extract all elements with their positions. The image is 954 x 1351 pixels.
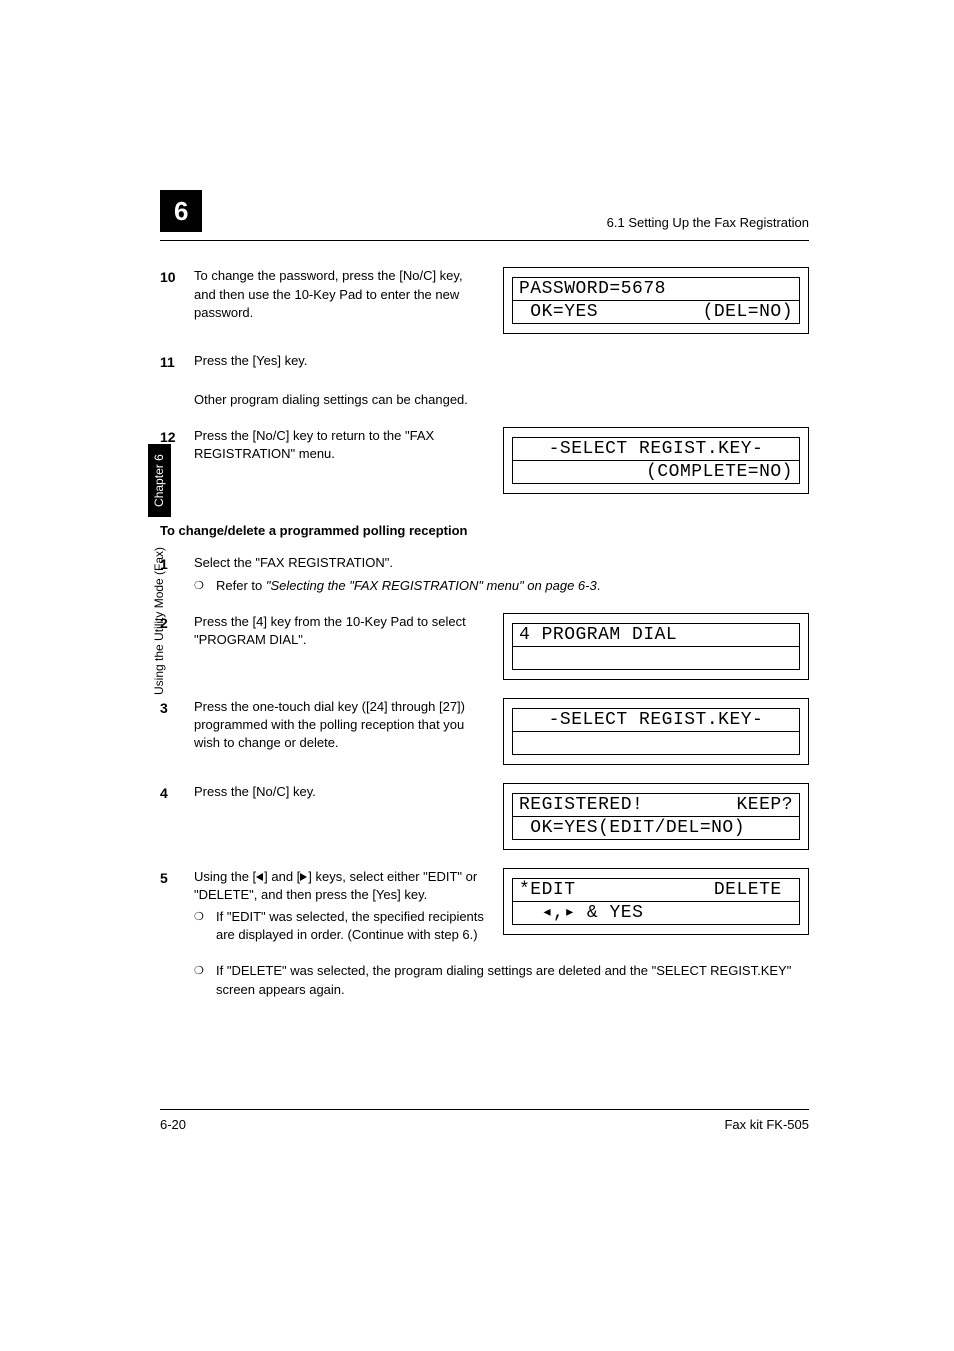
lcd-line1: -SELECT REGIST.KEY-: [549, 438, 764, 460]
step-11-sub: Other program dialing settings can be ch…: [160, 391, 809, 409]
page-header: 6 6.1 Setting Up the Fax Registration: [160, 190, 809, 232]
lcd-display: 4 PROGRAM DIAL: [503, 613, 809, 680]
section-heading: To change/delete a programmed polling re…: [160, 522, 809, 540]
left-arrow-icon: [256, 869, 264, 884]
step-text: Press the [4] key from the 10-Key Pad to…: [194, 613, 485, 649]
bullet-text: If "DELETE" was selected, the program di…: [216, 962, 809, 998]
lcd-display: -SELECT REGIST.KEY- (COMPLETE=NO): [503, 427, 809, 494]
lcd-display: -SELECT REGIST.KEY-: [503, 698, 809, 765]
side-tab: Using the Utility Mode (Fax) Chapter 6: [148, 444, 171, 695]
step-number: 11: [160, 352, 194, 373]
lcd-line2: [519, 647, 530, 669]
doc-title: Fax kit FK-505: [724, 1116, 809, 1134]
lcd-display: REGISTERED! KEEP? OK=YES(EDIT/DEL=NO): [503, 783, 809, 850]
step-text: Select the "FAX REGISTRATION".: [194, 554, 809, 572]
lcd-display: *EDIT DELETE ◂,▸ & YES: [503, 868, 809, 935]
step-text: Press the one-touch dial key ([24] throu…: [194, 698, 485, 753]
lcd-line2-left: OK=YES(EDIT/DEL=NO): [519, 817, 745, 839]
lcd-line1-left: PASSWORD=5678: [519, 278, 666, 300]
step-number: 10: [160, 267, 194, 334]
bullet-icon: ❍: [194, 962, 216, 998]
step-1: 1 Select the "FAX REGISTRATION". ❍ Refer…: [160, 554, 809, 594]
lcd-line1-left: *EDIT: [519, 879, 576, 901]
step-number: 4: [160, 783, 194, 850]
step-5: 5 Using the [] and [] keys, select eithe…: [160, 868, 809, 945]
lcd-line2: [519, 732, 530, 754]
step-4: 4 Press the [No/C] key. REGISTERED! KEEP…: [160, 783, 809, 850]
lcd-line1-right: KEEP?: [736, 794, 793, 816]
step-text: Press the [Yes] key.: [194, 352, 809, 370]
header-rule: [160, 240, 809, 241]
step-text: Press the [No/C] key.: [194, 783, 485, 801]
lcd-line1: -SELECT REGIST.KEY-: [549, 709, 764, 731]
step-2: 2 Press the [4] key from the 10-Key Pad …: [160, 613, 809, 680]
bullet-icon: ❍: [194, 577, 216, 595]
step-12: 12 Press the [No/C] key to return to the…: [160, 427, 809, 494]
step-5-bullet2-wrap: ❍ If "DELETE" was selected, the program …: [160, 962, 809, 998]
page-footer: 6-20 Fax kit FK-505: [160, 1109, 809, 1134]
step-text: Press the [No/C] key to return to the "F…: [194, 427, 485, 463]
lcd-line2: (COMPLETE=NO): [646, 461, 793, 483]
step-text: To change the password, press the [No/C]…: [194, 267, 485, 322]
lcd-line2-left: OK=YES: [519, 301, 598, 323]
chapter-number: 6: [160, 190, 202, 232]
lcd-line2-right: (DEL=NO): [703, 301, 793, 323]
bullet-text: If "EDIT" was selected, the specified re…: [216, 908, 485, 944]
lcd-display: PASSWORD=5678 OK=YES (DEL=NO): [503, 267, 809, 334]
step-11: 11 Press the [Yes] key.: [160, 352, 809, 373]
lcd-line1-left: REGISTERED!: [519, 794, 643, 816]
side-tab-chapter: Chapter 6: [148, 444, 171, 517]
step-number: 5: [160, 868, 194, 945]
lcd-line1: 4 PROGRAM DIAL: [519, 624, 677, 646]
step-text: Using the [] and [] keys, select either …: [194, 868, 485, 945]
side-tab-mode: Using the Utility Mode (Fax): [151, 547, 168, 695]
lcd-line1-right: DELETE: [714, 879, 793, 901]
step-number: 3: [160, 698, 194, 765]
section-title: 6.1 Setting Up the Fax Registration: [607, 214, 809, 232]
step-3: 3 Press the one-touch dial key ([24] thr…: [160, 698, 809, 765]
bullet-icon: ❍: [194, 908, 216, 944]
page-number: 6-20: [160, 1116, 186, 1134]
step-10: 10 To change the password, press the [No…: [160, 267, 809, 334]
bullet-text: Refer to "Selecting the "FAX REGISTRATIO…: [216, 577, 809, 595]
lcd-line2: ◂,▸ & YES: [519, 902, 643, 924]
